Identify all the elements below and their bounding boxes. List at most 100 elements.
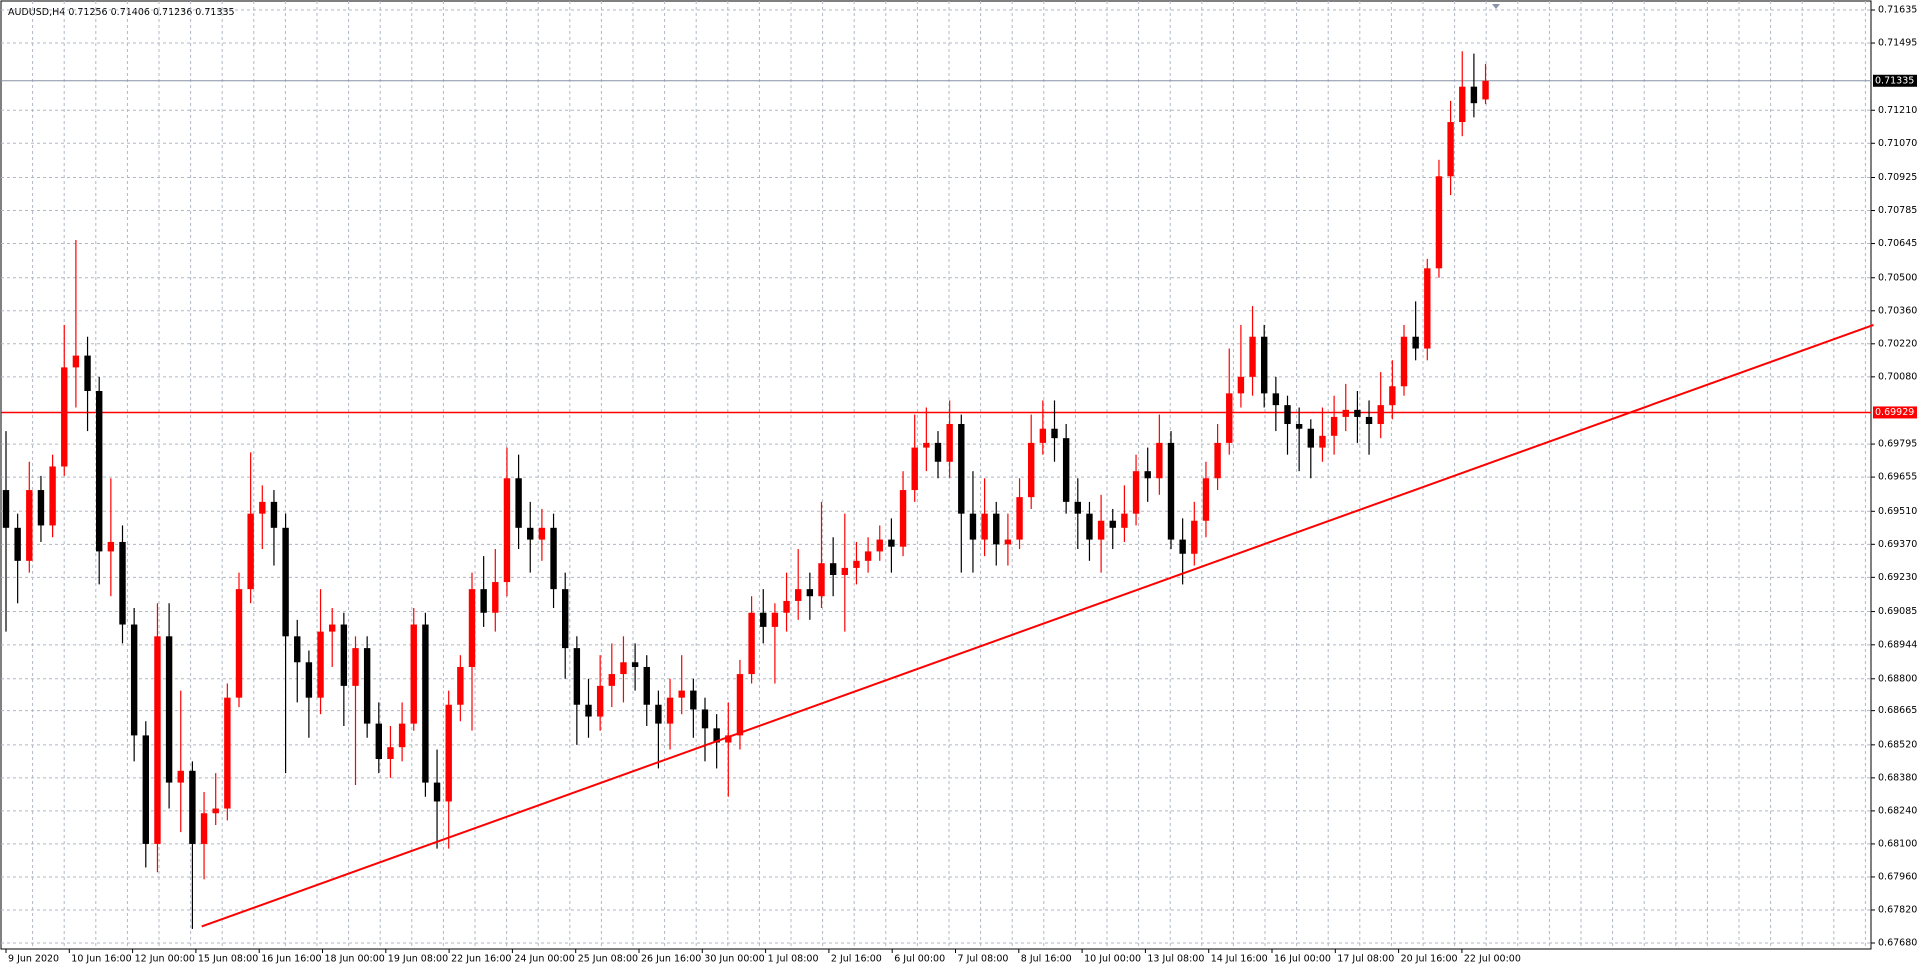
- candle-body: [1062, 438, 1070, 502]
- candle-body: [1074, 501, 1081, 514]
- candle-body: [620, 662, 627, 675]
- candle-body: [1016, 497, 1023, 540]
- candle-body: [224, 697, 231, 809]
- candle-body: [934, 442, 942, 462]
- candle-body: [1447, 122, 1454, 177]
- candle-body: [1191, 520, 1198, 554]
- candle-body: [1202, 478, 1210, 521]
- y-tick-label: 0.69230: [1878, 572, 1917, 583]
- candle-body: [375, 723, 382, 759]
- x-tick-label: 20 Jul 16:00: [1401, 954, 1458, 965]
- y-tick-label: 0.69510: [1878, 506, 1917, 517]
- x-tick-label: 24 Jun 00:00: [514, 954, 574, 965]
- candle-body: [317, 631, 324, 698]
- candle-body: [899, 490, 907, 547]
- plot-frame: [0, 0, 1872, 950]
- candle-body: [398, 723, 406, 748]
- candle-body: [806, 589, 814, 597]
- candle-body: [1377, 405, 1384, 425]
- y-tick-label: 0.67820: [1878, 904, 1917, 915]
- candle-body: [1167, 442, 1175, 540]
- x-tick-label: 13 Jul 08:00: [1147, 954, 1204, 965]
- candle-body: [294, 636, 301, 663]
- candle-body: [119, 541, 126, 625]
- candle-body: [1086, 513, 1093, 540]
- candle-body: [562, 589, 569, 649]
- x-tick-label: 8 Jul 16:00: [1021, 954, 1072, 965]
- close: 0.71335: [195, 7, 234, 18]
- y-tick-label: 0.68944: [1878, 639, 1917, 650]
- chart-header: AUDUSD,H4 0.71256 0.71406 0.71236 0.7133…: [8, 7, 235, 18]
- candle-body: [480, 589, 487, 613]
- x-tick-label: 15 Jun 08:00: [198, 954, 258, 965]
- candle-body: [911, 447, 918, 491]
- x-tick-label: 12 Jun 00:00: [135, 954, 195, 965]
- shift-marker: [1492, 4, 1500, 9]
- x-tick-label: 16 Jul 00:00: [1274, 954, 1331, 965]
- candle-body: [515, 478, 522, 528]
- candle-body: [795, 589, 802, 601]
- candle-body: [340, 624, 348, 686]
- candle-body: [49, 466, 56, 526]
- candle-body: [818, 563, 825, 597]
- candle-body: [666, 697, 674, 724]
- candle-body: [1039, 428, 1047, 443]
- candle-body: [1272, 393, 1280, 406]
- candle-body: [1470, 86, 1478, 104]
- x-tick-label: 26 Jun 16:00: [641, 954, 701, 965]
- y-tick-label: 0.71635: [1878, 5, 1917, 16]
- candle-body: [1424, 268, 1431, 349]
- candle-body: [1319, 435, 1326, 448]
- candle-body: [725, 735, 732, 743]
- x-tick-label: 22 Jul 00:00: [1464, 954, 1521, 965]
- current-price-label-bg: [1873, 74, 1917, 87]
- x-tick-label: 30 Jun 00:00: [704, 954, 764, 965]
- candle-body: [96, 390, 103, 552]
- candle-body: [783, 600, 790, 613]
- candle-body: [410, 624, 417, 724]
- y-tick-label: 0.67960: [1878, 871, 1917, 882]
- candle-body: [142, 735, 149, 844]
- candle-body: [1121, 513, 1128, 528]
- x-tick-label: 25 Jun 08:00: [578, 954, 638, 965]
- candle-body: [305, 662, 313, 698]
- candle-body: [1284, 405, 1291, 425]
- candle-body: [445, 704, 452, 802]
- x-tick-label: 6 Jul 00:00: [894, 954, 945, 965]
- y-tick-label: 0.71495: [1878, 38, 1917, 49]
- candle-body: [200, 813, 208, 844]
- candle-body: [1109, 520, 1116, 528]
- candle-body: [1179, 539, 1186, 554]
- grid: [1, 1, 1871, 949]
- candle-body: [538, 527, 546, 540]
- candle-body: [1482, 80, 1489, 100]
- candle-body: [1330, 416, 1338, 436]
- candle-body: [422, 624, 429, 783]
- x-tick-label: 2 Jul 16:00: [831, 954, 882, 965]
- y-tick-label: 0.69085: [1878, 606, 1917, 617]
- y-tick-label: 0.70500: [1878, 272, 1917, 283]
- candle-body: [1342, 409, 1349, 417]
- candle-body: [876, 539, 883, 552]
- candle-body: [503, 478, 511, 583]
- candle-body: [1261, 336, 1268, 394]
- candle-body: [736, 674, 744, 736]
- candle-body: [631, 662, 639, 667]
- x-tick-label: 17 Jul 08:00: [1337, 954, 1394, 965]
- x-tick-label: 7 Jul 08:00: [958, 954, 1009, 965]
- candle-body: [969, 513, 977, 540]
- candle-body: [165, 636, 173, 783]
- current-price-label: 0.71335: [1875, 75, 1914, 86]
- x-tick-label: 22 Jun 16:00: [451, 954, 511, 965]
- candle-body: [596, 685, 604, 717]
- candle-body: [748, 612, 755, 675]
- candle-body: [2, 490, 10, 528]
- candle-body: [37, 490, 45, 526]
- candle-body: [130, 624, 138, 736]
- candle-body: [177, 770, 184, 783]
- y-tick-label: 0.68380: [1878, 772, 1917, 783]
- candle-body: [678, 690, 685, 698]
- candle-body: [26, 490, 33, 561]
- candle-body: [841, 567, 848, 575]
